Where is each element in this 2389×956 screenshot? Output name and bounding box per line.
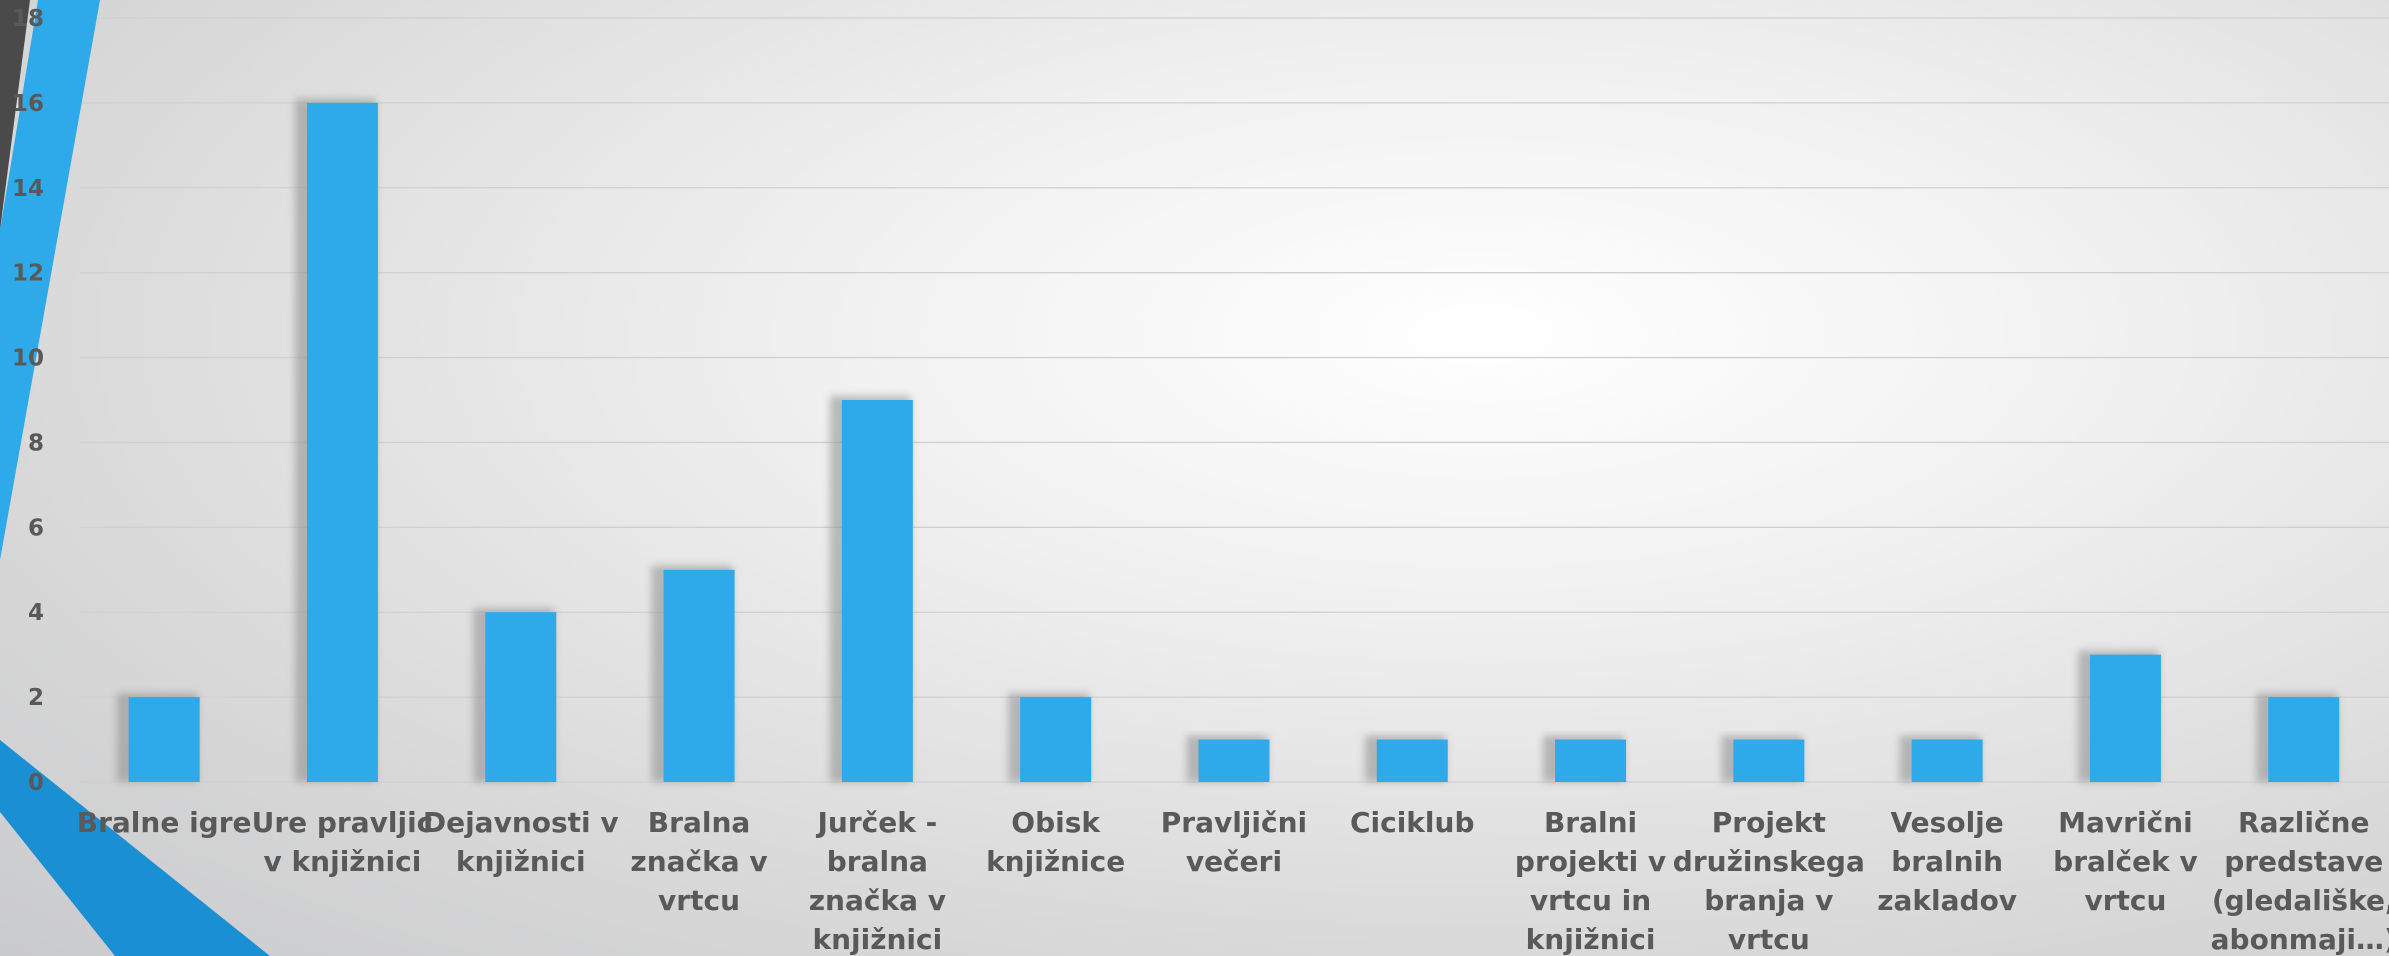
y-tick-label: 18 — [12, 6, 44, 32]
bars — [128, 102, 2340, 782]
y-tick-label: 4 — [28, 600, 44, 626]
y-tick-label: 6 — [28, 515, 44, 541]
bar — [1376, 739, 1448, 782]
x-category-label: Ciciklub — [1350, 806, 1475, 839]
bottom-left-blue-band — [0, 740, 270, 956]
bar-shadows — [116, 98, 2338, 782]
y-tick-label: 16 — [12, 91, 44, 117]
y-axis-tick-labels: 0 2 4 6 8 10 12 14 16 18 — [12, 6, 44, 796]
y-tick-label: 8 — [28, 430, 44, 456]
x-category-label: Dejavnosti v knjižnici — [423, 806, 619, 878]
bar — [1020, 697, 1092, 782]
x-category-label: Mavrični bralček v vrtcu — [2053, 806, 2198, 917]
x-category-label: Pravljični večeri — [1161, 806, 1307, 878]
bar — [306, 102, 378, 782]
bar — [2089, 654, 2161, 782]
y-tick-label: 12 — [12, 261, 44, 287]
left-dark-stripe — [0, 0, 30, 230]
x-category-label: Bralne igre — [77, 806, 252, 839]
y-tick-label: 14 — [12, 176, 44, 202]
y-tick-label: 10 — [12, 346, 44, 372]
y-tick-label: 2 — [28, 685, 44, 711]
bar — [1555, 739, 1627, 782]
x-category-label: Obisk knjižnice — [986, 806, 1125, 878]
gridlines — [80, 17, 2389, 783]
x-category-label: Različne predstave (gledališke, abonmaji…) — [2211, 806, 2389, 956]
x-category-label: Ure pravljic v knjižnici — [252, 806, 434, 878]
bar — [1911, 739, 1983, 782]
bar — [841, 400, 913, 782]
x-category-label: Bralna značka v vrtcu — [630, 806, 767, 917]
bar — [1733, 739, 1805, 782]
bar — [1198, 739, 1270, 782]
bar — [485, 612, 557, 782]
x-category-label: Projekt družinskega branja v vrtcu — [1673, 806, 1865, 956]
x-axis-category-labels: Bralne igre Ure pravljic v knjižniciDejavn… — [77, 806, 2389, 956]
bar — [663, 569, 735, 782]
y-tick-label: 0 — [28, 770, 44, 796]
x-category-label: Jurček -bralna značka v knjižnici — [809, 806, 946, 956]
bar — [2268, 697, 2340, 782]
left-blue-stripe — [0, 0, 100, 560]
x-category-label: Vesolje bralnih zakladov — [1877, 806, 2017, 917]
bar — [128, 697, 200, 782]
x-category-label: Bralni projekti v vrtcu in knjižnici — [1515, 806, 1666, 956]
slide-decoration — [0, 0, 270, 956]
